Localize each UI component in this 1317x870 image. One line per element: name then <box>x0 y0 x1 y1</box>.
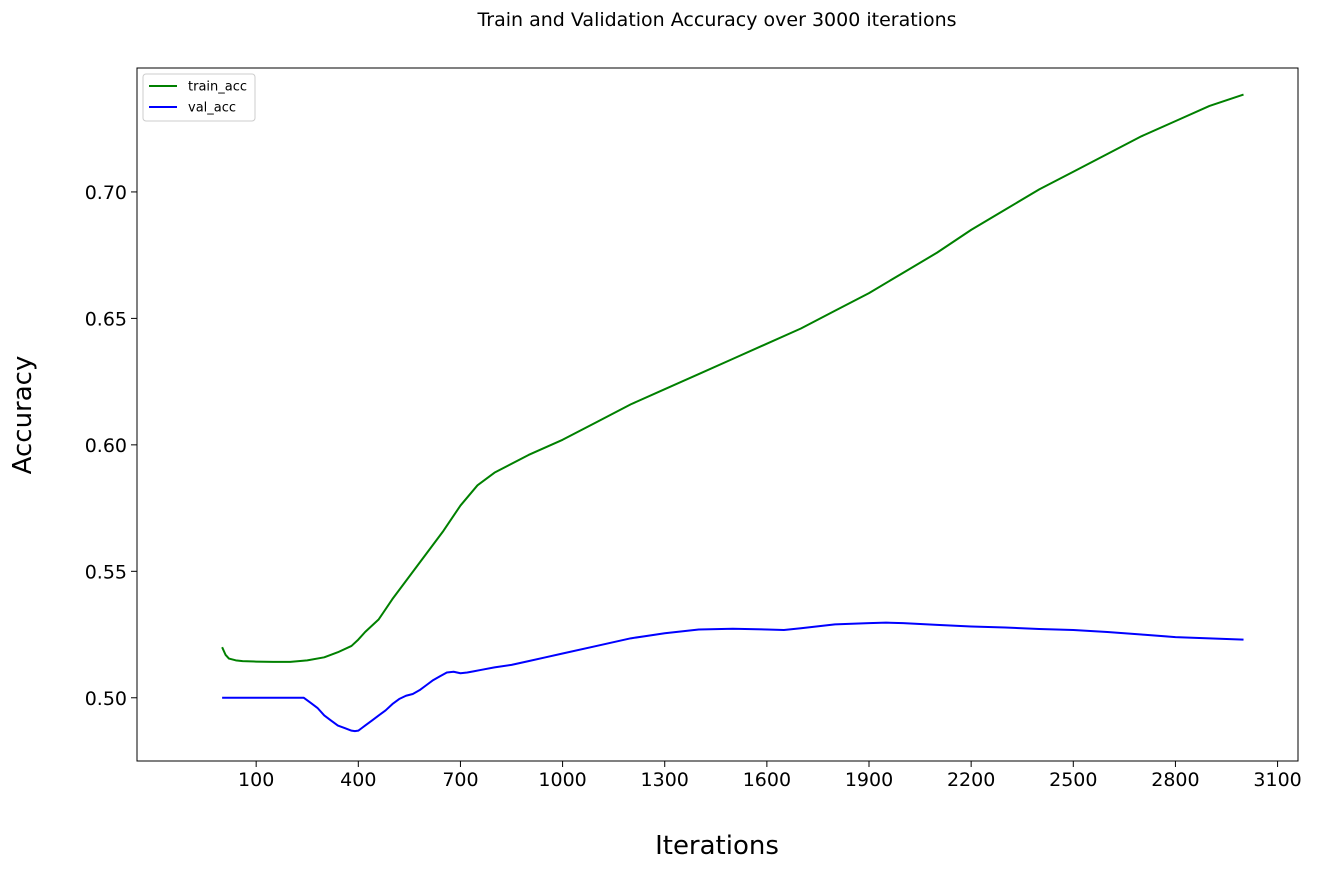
x-tick-label: 700 <box>442 769 478 791</box>
x-tick-label: 400 <box>340 769 376 791</box>
y-axis: 0.50 0.55 0.60 0.65 0.70 <box>85 182 137 710</box>
x-tick-label: 1600 <box>743 769 791 791</box>
x-tick-label: 1000 <box>538 769 586 791</box>
y-tick-label: 0.65 <box>85 308 127 330</box>
series-lines <box>221 93 1244 733</box>
x-tick-label: 2500 <box>1049 769 1097 791</box>
y-tick-label: 0.55 <box>85 561 127 583</box>
x-tick-label: 2200 <box>947 769 995 791</box>
y-axis-label: Accuracy <box>8 356 38 475</box>
x-axis: 100 400 700 1000 1300 1600 1900 2200 2500 2800 310… <box>238 761 1302 791</box>
plot-area-frame <box>136 67 1299 762</box>
y-tick-label: 0.70 <box>85 182 127 204</box>
x-tick-label: 100 <box>238 769 274 791</box>
y-tick-label: 0.60 <box>85 435 127 457</box>
x-tick-label: 1900 <box>845 769 893 791</box>
x-tick-label: 1300 <box>641 769 689 791</box>
legend-label-train-acc: train_acc <box>188 80 247 95</box>
chart-title: Train and Validation Accuracy over 3000 … <box>476 9 956 31</box>
legend-label-val-acc: val_acc <box>188 101 236 116</box>
series-line-val-acc <box>222 621 1244 733</box>
x-axis-label: Iterations <box>655 831 779 861</box>
x-tick-label: 2800 <box>1151 769 1199 791</box>
y-tick-label: 0.50 <box>85 688 127 710</box>
series-line-train-acc <box>221 93 1244 663</box>
legend: train_acc val_acc <box>142 73 256 122</box>
x-tick-label: 3100 <box>1253 769 1301 791</box>
